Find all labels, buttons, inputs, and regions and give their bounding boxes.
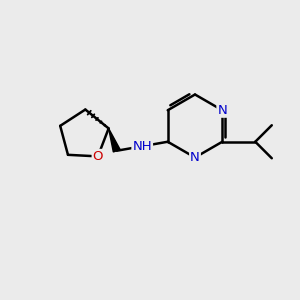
Text: N: N <box>190 151 200 164</box>
Text: O: O <box>93 150 103 163</box>
Polygon shape <box>109 128 120 152</box>
Text: N: N <box>218 104 227 117</box>
Text: NH: NH <box>132 140 152 153</box>
